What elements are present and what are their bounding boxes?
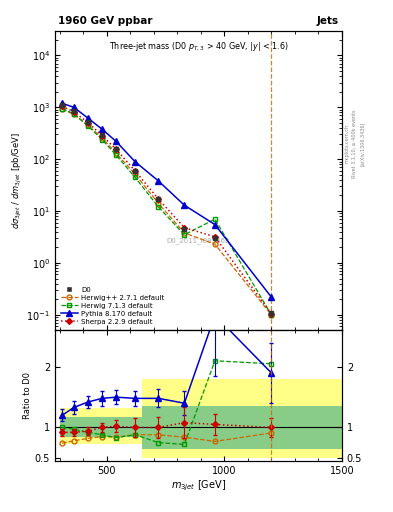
Y-axis label: Ratio to D0: Ratio to D0 [23, 372, 32, 419]
Text: mcplots.cern.ch: mcplots.cern.ch [344, 124, 349, 163]
X-axis label: $m_{3jet}$ [GeV]: $m_{3jet}$ [GeV] [171, 478, 226, 493]
Legend: D0, Herwig++ 2.7.1 default, Herwig 7.1.3 default, Pythia 8.170 default, Sherpa 2: D0, Herwig++ 2.7.1 default, Herwig 7.1.3… [59, 285, 167, 327]
Text: D0_2011_I895662: D0_2011_I895662 [167, 237, 230, 244]
Text: Rivet 3.1.10, ≥ 400k events: Rivet 3.1.10, ≥ 400k events [352, 109, 357, 178]
Text: Three-jet mass (D0 $p_{T,3}$ > 40 GeV, $|y|$ < 1.6): Three-jet mass (D0 $p_{T,3}$ > 40 GeV, $… [108, 40, 288, 53]
Text: [arXiv:1306.3436]: [arXiv:1306.3436] [360, 121, 365, 165]
Text: Jets: Jets [317, 16, 339, 26]
Y-axis label: $d\sigma_{3jet}\ /\ dm_{3jet}\ [\mathrm{pb/GeV}]$: $d\sigma_{3jet}\ /\ dm_{3jet}\ [\mathrm{… [11, 132, 24, 229]
Text: 1960 GeV ppbar: 1960 GeV ppbar [58, 16, 152, 26]
